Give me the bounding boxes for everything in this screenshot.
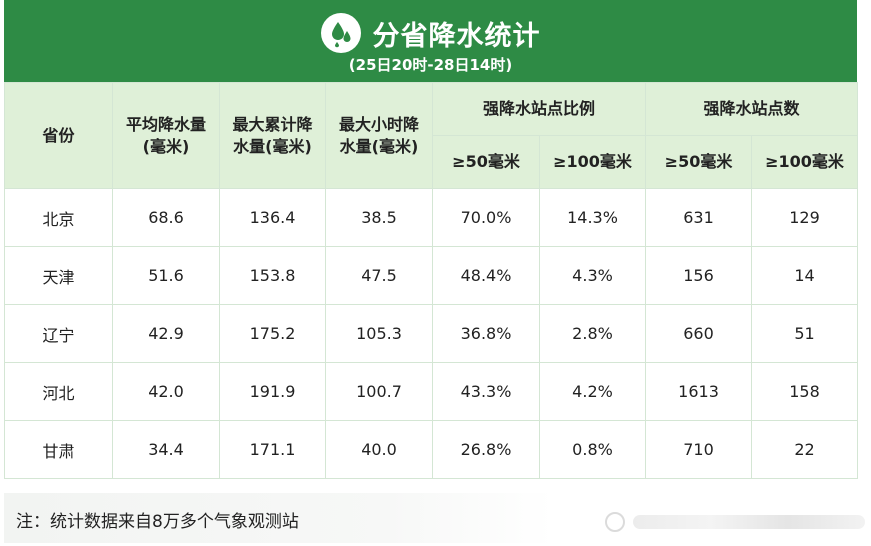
cell-ratio-ge50: 26.8% xyxy=(432,420,540,479)
cell-avg: 34.4 xyxy=(112,420,220,479)
cell-province: 甘肃 xyxy=(4,420,113,479)
watermark-blurred-text xyxy=(633,515,865,529)
cell-province: 北京 xyxy=(4,188,113,247)
col-header-province: 省份 xyxy=(4,82,113,189)
table-row: 天津 51.6 153.8 47.5 48.4% 4.3% 156 14 xyxy=(4,246,859,305)
footnote-text: 注：统计数据来自8万多个气象观测站 xyxy=(16,512,299,532)
cell-ratio-ge50: 36.8% xyxy=(432,304,540,363)
cell-max-total: 153.8 xyxy=(219,246,326,305)
cell-max-hourly: 105.3 xyxy=(325,304,433,363)
cell-count-ge100: 158 xyxy=(751,362,859,421)
col-group-ratio: 强降水站点比例 xyxy=(431,82,647,136)
cell-ratio-ge50: 43.3% xyxy=(432,362,540,421)
cell-ratio-ge100: 0.8% xyxy=(538,420,647,479)
cell-avg: 68.6 xyxy=(112,188,220,247)
cell-max-total: 191.9 xyxy=(219,362,326,421)
cell-count-ge100: 14 xyxy=(751,246,859,305)
col-header-count-ge50: ≥50毫米 xyxy=(645,135,753,189)
cell-max-total: 136.4 xyxy=(219,188,326,247)
water-drops-icon xyxy=(320,13,361,53)
col-header-avg: 平均降水量(毫米) xyxy=(112,82,220,189)
cell-province: 辽宁 xyxy=(4,304,113,363)
cell-max-total: 175.2 xyxy=(219,304,326,363)
cell-ratio-ge100: 4.2% xyxy=(538,362,647,421)
col-header-max-total: 最大累计降水量(毫米) xyxy=(219,82,326,189)
watermark xyxy=(605,510,865,534)
cell-province: 河北 xyxy=(4,362,113,421)
cell-ratio-ge50: 70.0% xyxy=(432,188,540,247)
page-title: 分省降水统计 xyxy=(372,20,541,52)
precipitation-table: 省份 平均降水量(毫米) 最大累计降水量(毫米) 最大小时降水量(毫米) 强降水… xyxy=(4,82,859,479)
time-range-subtitle: (25日20时-28日14时) xyxy=(348,56,513,74)
col-header-ratio-ge50: ≥50毫米 xyxy=(432,135,540,189)
cell-ratio-ge100: 4.3% xyxy=(538,246,647,305)
cell-count-ge50: 1613 xyxy=(645,362,753,421)
cell-province: 天津 xyxy=(4,246,113,305)
table-row: 北京 68.6 136.4 38.5 70.0% 14.3% 631 129 xyxy=(4,188,859,247)
cell-max-total: 171.1 xyxy=(219,420,326,479)
table-row: 甘肃 34.4 171.1 40.0 26.8% 0.8% 710 22 xyxy=(4,420,859,479)
col-header-ratio-ge100: ≥100毫米 xyxy=(538,135,647,189)
cell-count-ge50: 660 xyxy=(645,304,753,363)
cell-count-ge100: 22 xyxy=(751,420,859,479)
cell-avg: 42.0 xyxy=(112,362,220,421)
watermark-logo-icon xyxy=(605,512,625,532)
col-group-count: 强降水站点数 xyxy=(645,82,859,136)
cell-ratio-ge100: 2.8% xyxy=(538,304,647,363)
cell-avg: 51.6 xyxy=(112,246,220,305)
table-row: 河北 42.0 191.9 100.7 43.3% 4.2% 1613 158 xyxy=(4,362,859,421)
cell-count-ge100: 129 xyxy=(751,188,859,247)
cell-count-ge100: 51 xyxy=(751,304,859,363)
table-row: 辽宁 42.9 175.2 105.3 36.8% 2.8% 660 51 xyxy=(4,304,859,363)
cell-avg: 42.9 xyxy=(112,304,220,363)
col-header-max-hourly: 最大小时降水量(毫米) xyxy=(325,82,433,189)
cell-ratio-ge50: 48.4% xyxy=(432,246,540,305)
cell-max-hourly: 100.7 xyxy=(325,362,433,421)
cell-count-ge50: 710 xyxy=(645,420,753,479)
cell-count-ge50: 156 xyxy=(645,246,753,305)
cell-max-hourly: 40.0 xyxy=(325,420,433,479)
title-row: 分省降水统计 xyxy=(4,10,857,56)
col-header-count-ge100: ≥100毫米 xyxy=(751,135,859,189)
cell-max-hourly: 38.5 xyxy=(325,188,433,247)
header-row-2: ≥50毫米 ≥100毫米 ≥50毫米 ≥100毫米 xyxy=(5,135,859,189)
cell-count-ge50: 631 xyxy=(645,188,753,247)
header-row-1: 省份 平均降水量(毫米) 最大累计降水量(毫米) 最大小时降水量(毫米) 强降水… xyxy=(4,82,859,189)
cell-max-hourly: 47.5 xyxy=(325,246,433,305)
cell-ratio-ge100: 14.3% xyxy=(538,188,647,247)
footnote-bar: 注：统计数据来自8万多个气象观测站 xyxy=(4,493,554,543)
header-banner: 分省降水统计 (25日20时-28日14时) xyxy=(4,0,857,82)
